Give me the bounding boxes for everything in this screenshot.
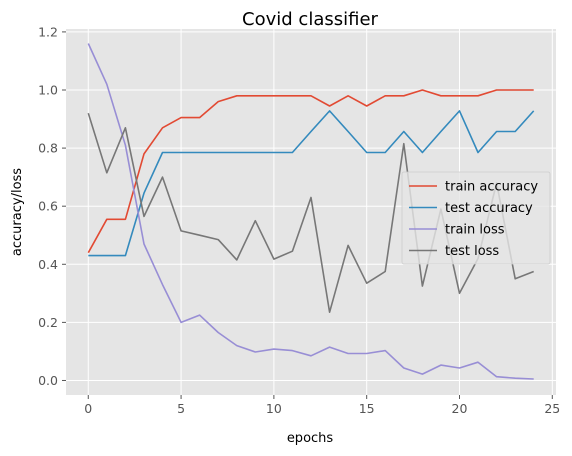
- y-tick-label: 1.0: [38, 83, 58, 98]
- series-line-train-loss: [87, 43, 534, 380]
- x-tick-label: 15: [359, 401, 375, 416]
- y-tick-label: 0.0: [38, 373, 58, 388]
- legend-label-train-loss: train loss: [445, 223, 505, 238]
- x-tick-label: 0: [84, 401, 92, 416]
- x-axis-label: epochs: [287, 431, 334, 446]
- legend-label-train-accuracy: train accuracy: [445, 180, 538, 195]
- legend-label-test-accuracy: test accuracy: [445, 201, 533, 216]
- chart-title: Covid classifier: [242, 9, 378, 30]
- legend: train accuracy test accuracy train loss tes…: [401, 171, 551, 265]
- series-lines: [87, 43, 535, 380]
- legend-box: [401, 171, 551, 265]
- y-tick-label: 1.2: [38, 24, 58, 39]
- series-line-test-accuracy: [88, 110, 535, 257]
- series-line-train-accuracy: [87, 89, 534, 254]
- y-tick-label: 0.2: [38, 315, 58, 330]
- series-line-test-loss: [87, 112, 534, 314]
- y-tick-label: 0.4: [38, 257, 58, 272]
- y-axis-ticks: 0.0 0.2 0.4 0.6 0.8 1.0 1.2: [38, 24, 66, 388]
- y-tick-label: 0.6: [38, 199, 58, 214]
- x-tick-label: 10: [266, 401, 282, 416]
- x-tick-label: 5: [177, 401, 185, 416]
- x-tick-label: 25: [544, 401, 560, 416]
- y-axis-label: accuracy/loss: [10, 168, 25, 256]
- x-axis-ticks: 0 5 10 15 20 25: [84, 395, 560, 416]
- x-tick-label: 20: [452, 401, 468, 416]
- y-tick-label: 0.8: [38, 141, 58, 156]
- legend-label-test-loss: test loss: [445, 244, 499, 259]
